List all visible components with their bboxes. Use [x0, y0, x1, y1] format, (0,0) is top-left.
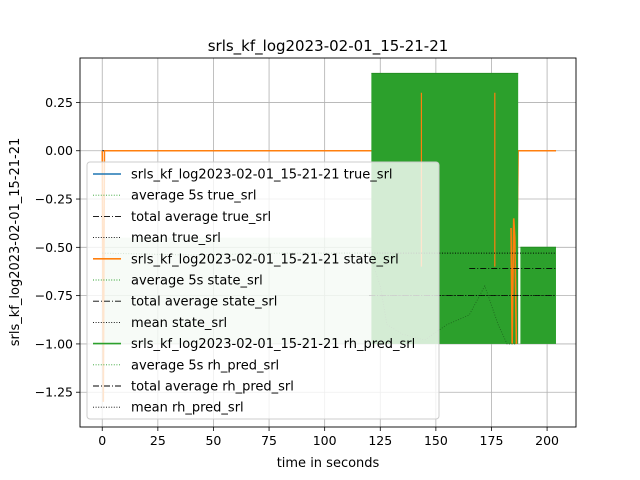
- y-tick-label: −1.25: [35, 385, 73, 400]
- x-tick-label: 175: [480, 433, 504, 448]
- y-axis-label: srls_kf_log2023-02-01_15-21-21: [8, 138, 23, 346]
- legend-label: total average rh_pred_srl: [131, 380, 294, 395]
- x-tick-label: 0: [98, 433, 106, 448]
- x-tick-label: 100: [313, 433, 337, 448]
- x-tick-label: 200: [535, 433, 559, 448]
- x-axis-label: time in seconds: [277, 456, 380, 471]
- plot-frame: [79, 57, 577, 428]
- y-tick-label: −0.75: [35, 288, 73, 303]
- legend-label: total average state_srl: [131, 295, 277, 310]
- y-tick-label: −1.00: [35, 336, 73, 351]
- y-tick-label: −0.50: [35, 240, 73, 255]
- x-axis-ticks: 0 25 50 75 100 125 150 175 200: [98, 427, 559, 448]
- x-tick-label: 125: [368, 433, 392, 448]
- legend-box: [86, 161, 440, 420]
- legend-label: average 5s true_srl: [131, 189, 256, 204]
- legend: srls_kf_log2023-02-01_15-21-21 true_srla…: [86, 161, 440, 420]
- y-axis-ticks: 0.25 0.00 −0.25 −0.50 −0.75 −1.00 −1.25: [35, 95, 80, 400]
- legend-label: mean true_srl: [131, 231, 221, 246]
- legend-label: average 5s state_srl: [131, 274, 263, 289]
- legend-label: mean rh_pred_srl: [131, 401, 244, 416]
- x-tick-label: 50: [205, 433, 221, 448]
- x-tick-label: 75: [261, 433, 277, 448]
- legend-label: total average true_srl: [131, 210, 271, 225]
- legend-label: srls_kf_log2023-02-01_15-21-21 true_srl: [131, 168, 393, 183]
- state-srl-dip: [510, 218, 518, 344]
- y-tick-label: 0.00: [45, 143, 73, 158]
- legend-label: srls_kf_log2023-02-01_15-21-21 state_srl: [131, 252, 399, 267]
- x-tick-label: 150: [424, 433, 448, 448]
- legend-label: average 5s rh_pred_srl: [131, 358, 279, 373]
- y-tick-label: 0.25: [45, 95, 73, 110]
- x-tick-label: 25: [150, 433, 166, 448]
- legend-label: srls_kf_log2023-02-01_15-21-21 rh_pred_s…: [131, 337, 415, 352]
- legend-label: mean state_srl: [131, 316, 227, 331]
- chart-title: srls_kf_log2023-02-01_15-21-21: [208, 37, 449, 56]
- y-tick-label: −0.25: [35, 192, 73, 207]
